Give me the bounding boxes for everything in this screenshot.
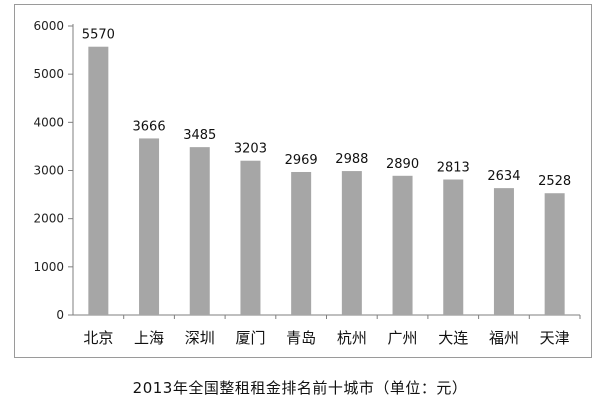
category-label: 厦门 (235, 329, 265, 347)
chart-title: 2013年全国整租租金排名前十城市（单位：元） (132, 379, 468, 397)
y-tick-label: 3000 (33, 164, 64, 178)
bar (291, 171, 312, 315)
category-label: 深圳 (185, 329, 215, 347)
y-tick-label: 1000 (33, 260, 64, 274)
bar (88, 46, 109, 315)
bar-value-label: 2528 (538, 174, 571, 189)
bar (189, 147, 210, 315)
category-label: 天津 (540, 329, 570, 347)
bar-value-label: 2634 (487, 169, 520, 184)
y-tick-label: 4000 (33, 115, 64, 129)
bar (341, 171, 362, 315)
bar-value-label: 5570 (82, 28, 115, 43)
bar-value-label: 2813 (437, 161, 470, 176)
bar-value-label: 2988 (335, 152, 368, 167)
y-tick-label: 0 (56, 308, 64, 322)
category-label: 广州 (388, 329, 418, 347)
bar (240, 160, 261, 315)
bar-value-label: 3203 (234, 142, 267, 157)
category-label: 上海 (134, 329, 164, 347)
category-label: 福州 (489, 329, 519, 347)
bar-value-label: 2890 (386, 157, 419, 172)
y-tick-label: 5000 (33, 67, 64, 81)
bar (392, 175, 413, 315)
y-tick-label: 6000 (33, 19, 64, 33)
bar-value-label: 2969 (285, 153, 318, 168)
bar-value-label: 3666 (133, 119, 166, 134)
category-label: 大连 (438, 329, 468, 347)
bar (544, 193, 565, 315)
category-label: 北京 (83, 329, 113, 347)
category-label: 杭州 (337, 329, 367, 347)
y-tick-label: 2000 (33, 212, 64, 226)
bar (139, 138, 160, 315)
bar (493, 188, 514, 315)
bar (443, 179, 464, 315)
category-label: 青岛 (286, 329, 316, 347)
bar-value-label: 3485 (183, 128, 216, 143)
